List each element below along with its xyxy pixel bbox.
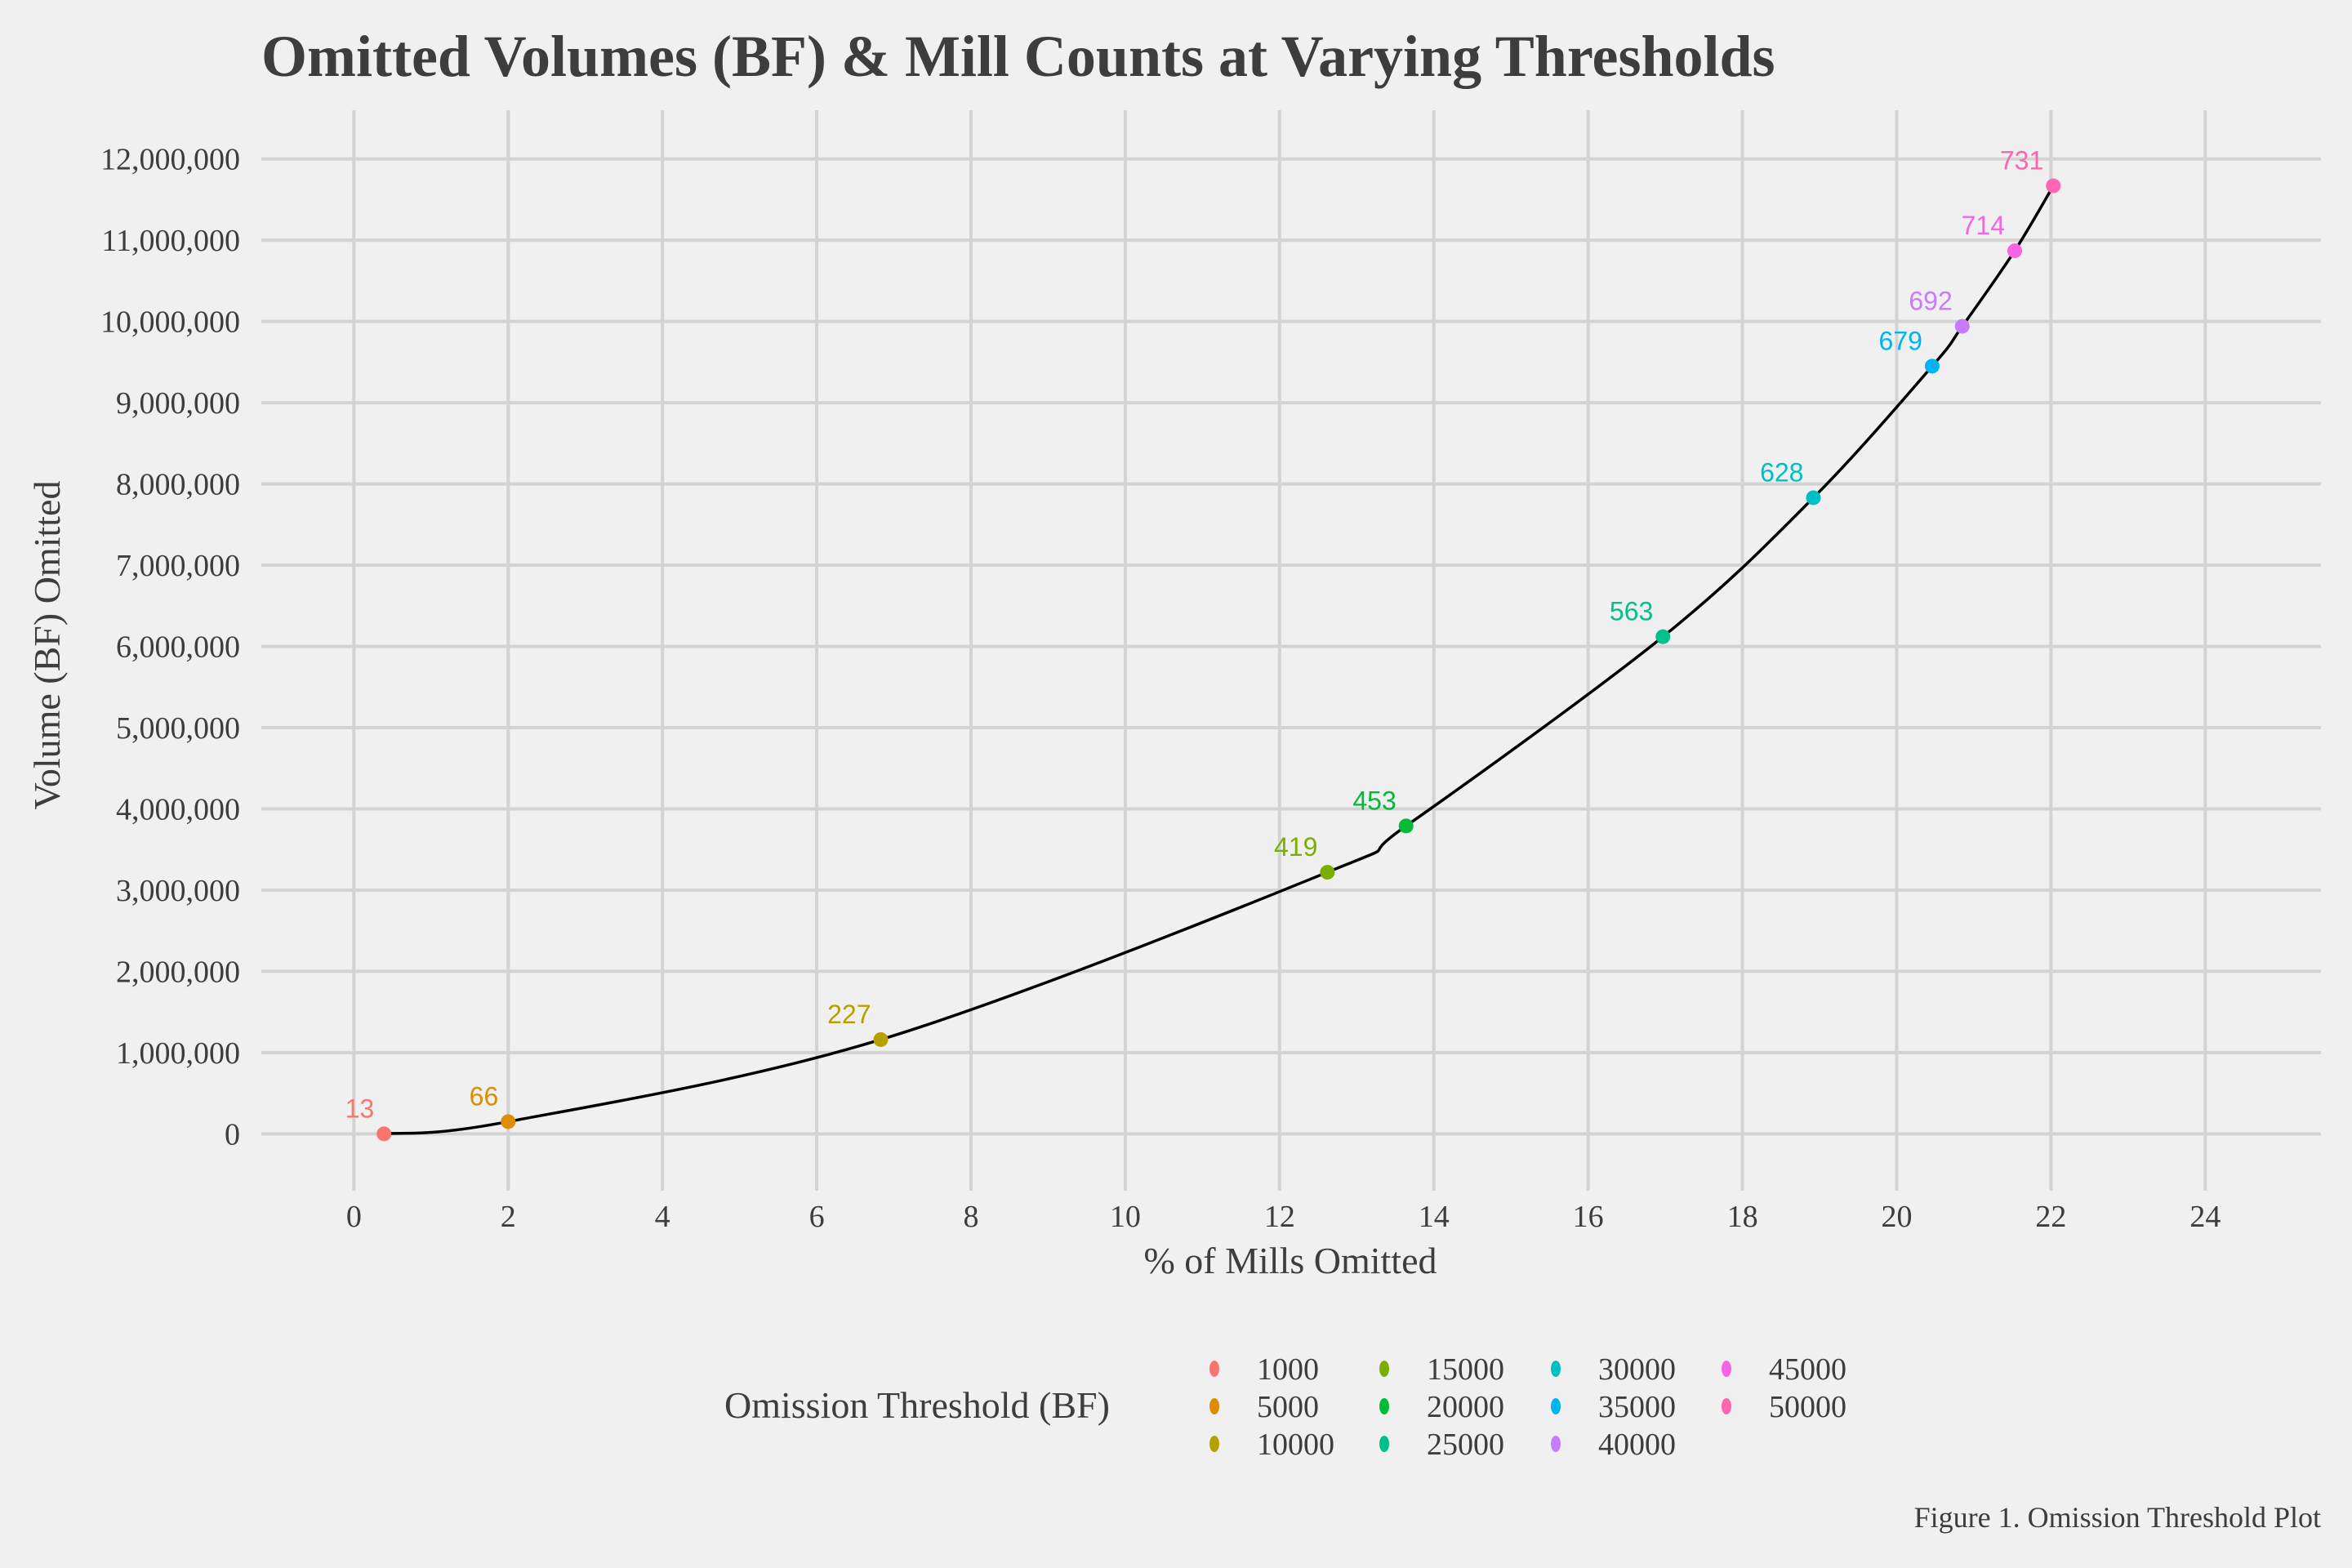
legend-key-icon — [1209, 1436, 1219, 1452]
legend-item: 50000 — [1722, 1390, 1846, 1424]
data-point — [1398, 818, 1414, 834]
y-tick-label: 5,000,000 — [116, 711, 240, 746]
x-tick-label: 8 — [964, 1200, 979, 1234]
trend-line — [384, 185, 2055, 1136]
legend-item: 30000 — [1551, 1352, 1676, 1387]
grid — [261, 110, 2321, 1191]
legend-key-icon — [1722, 1361, 1731, 1377]
chart-title: Omitted Volumes (BF) & Mill Counts at Va… — [261, 24, 1775, 89]
data-label: 13 — [345, 1094, 375, 1123]
x-tick-label: 2 — [501, 1200, 516, 1234]
y-axis-ticks: 0 1,000,000 2,000,000 3,000,000 4,000,000 5,0… — [100, 143, 240, 1152]
trend-line-group — [384, 185, 2055, 1136]
data-point — [1655, 629, 1671, 644]
x-tick-label: 24 — [2189, 1200, 2221, 1234]
data-label: 731 — [2000, 146, 2043, 176]
x-tick-label: 4 — [655, 1200, 670, 1234]
data-point — [873, 1031, 889, 1047]
legend-item: 40000 — [1551, 1428, 1676, 1462]
legend-title: Omission Threshold (BF) — [724, 1384, 1110, 1426]
data-point — [501, 1114, 516, 1129]
data-label: 66 — [470, 1081, 499, 1111]
legend-item: 25000 — [1379, 1428, 1504, 1462]
y-tick-label: 6,000,000 — [116, 630, 240, 665]
legend-item: 15000 — [1379, 1352, 1504, 1387]
data-point — [376, 1126, 392, 1142]
legend-key-icon — [1551, 1398, 1561, 1414]
y-tick-label: 12,000,000 — [100, 143, 240, 177]
data-point — [1320, 865, 1335, 880]
legend-key-icon — [1722, 1398, 1731, 1414]
data-label: 692 — [1909, 287, 1952, 316]
legend-key-icon — [1551, 1436, 1561, 1452]
x-tick-label: 0 — [346, 1200, 362, 1234]
legend-key-icon — [1209, 1361, 1219, 1377]
data-point — [2046, 178, 2061, 194]
data-labels: 13 66 227 419 453 563 628 679 692 714 731 — [345, 146, 2044, 1124]
legend-key-icon — [1379, 1398, 1389, 1414]
x-tick-label: 12 — [1264, 1200, 1295, 1234]
data-label: 679 — [1879, 326, 1922, 355]
x-axis-ticks: 0 2 4 6 8 10 12 14 16 18 20 22 24 — [346, 1200, 2221, 1234]
legend-key-icon — [1379, 1361, 1389, 1377]
data-point — [1806, 490, 1821, 506]
legend-item: 35000 — [1551, 1390, 1676, 1424]
data-point — [1954, 318, 1970, 334]
y-tick-label: 0 — [225, 1117, 240, 1152]
legend-label: 25000 — [1427, 1428, 1504, 1462]
legend-label: 10000 — [1257, 1428, 1334, 1462]
x-axis-title: % of Mills Omitted — [1143, 1240, 1437, 1281]
data-label: 453 — [1352, 786, 1396, 815]
y-tick-label: 3,000,000 — [116, 874, 240, 908]
data-points — [376, 178, 2061, 1142]
x-tick-label: 22 — [2035, 1200, 2066, 1234]
legend-item: 20000 — [1379, 1390, 1504, 1424]
data-label: 227 — [827, 1000, 871, 1029]
data-label: 628 — [1760, 457, 1803, 487]
legend-item: 1000 — [1209, 1352, 1319, 1387]
y-tick-label: 7,000,000 — [116, 549, 240, 583]
y-tick-label: 8,000,000 — [116, 468, 240, 502]
data-label: 714 — [1962, 211, 2005, 240]
legend-key-icon — [1209, 1398, 1219, 1414]
x-tick-label: 6 — [809, 1200, 825, 1234]
legend-item: 5000 — [1209, 1390, 1319, 1424]
y-tick-label: 4,000,000 — [116, 792, 240, 826]
legend-key-icon — [1551, 1361, 1561, 1377]
legend-key-icon — [1379, 1436, 1389, 1452]
legend-item: 10000 — [1209, 1428, 1334, 1462]
legend-label: 1000 — [1257, 1352, 1319, 1387]
data-label: 419 — [1274, 832, 1317, 862]
legend-label: 5000 — [1257, 1390, 1319, 1424]
y-axis-title: Volume (BF) Omitted — [26, 481, 68, 810]
y-tick-label: 2,000,000 — [116, 955, 240, 989]
legend-label: 40000 — [1598, 1428, 1676, 1462]
y-tick-label: 1,000,000 — [116, 1036, 240, 1071]
legend-label: 20000 — [1427, 1390, 1504, 1424]
data-point — [1924, 359, 1940, 374]
y-tick-label: 10,000,000 — [100, 305, 240, 340]
x-tick-label: 16 — [1573, 1200, 1604, 1234]
x-tick-label: 10 — [1110, 1200, 1141, 1234]
legend-label: 30000 — [1598, 1352, 1676, 1387]
x-tick-label: 18 — [1727, 1200, 1758, 1234]
data-point — [2007, 243, 2023, 259]
y-tick-label: 9,000,000 — [116, 386, 240, 421]
y-tick-label: 11,000,000 — [101, 224, 240, 258]
x-tick-label: 14 — [1419, 1200, 1450, 1234]
data-label: 563 — [1610, 597, 1653, 626]
legend-label: 45000 — [1769, 1352, 1846, 1387]
legend-label: 35000 — [1598, 1390, 1676, 1424]
figure-caption: Figure 1. Omission Threshold Plot — [1914, 1501, 2321, 1534]
legend-label: 50000 — [1769, 1390, 1846, 1424]
x-tick-label: 20 — [1881, 1200, 1912, 1234]
legend-label: 15000 — [1427, 1352, 1504, 1387]
legend-item: 45000 — [1722, 1352, 1846, 1387]
